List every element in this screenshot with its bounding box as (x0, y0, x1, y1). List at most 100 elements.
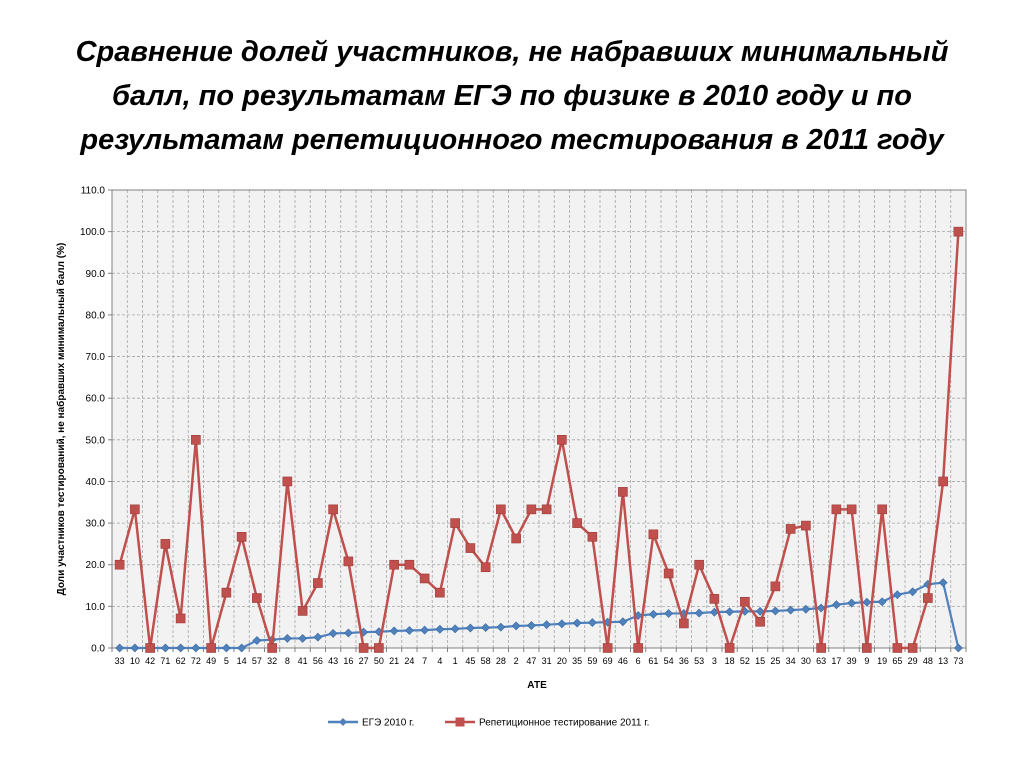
data-point (115, 643, 125, 653)
x-tick-label: 62 (176, 656, 186, 666)
data-point (572, 618, 582, 628)
data-point (587, 532, 598, 542)
data-point (389, 626, 399, 636)
data-point (237, 643, 247, 653)
data-point (648, 529, 659, 540)
data-point (755, 606, 765, 616)
y-tick-label: 30.0 (86, 519, 106, 530)
data-point (694, 559, 704, 570)
data-point (618, 487, 628, 497)
data-point (145, 643, 155, 653)
data-point (572, 518, 582, 528)
data-point (480, 562, 491, 573)
x-tick-label: 50 (374, 656, 384, 666)
x-tick-label: 10 (130, 656, 140, 666)
data-point (176, 643, 186, 653)
x-tick-label: 7 (422, 656, 427, 666)
x-tick-label: 5 (224, 656, 229, 666)
data-point (877, 597, 887, 607)
y-axis-title: Доли участников тестирований, не набравш… (55, 243, 67, 596)
x-tick-label: 43 (328, 656, 338, 666)
data-point (770, 581, 781, 592)
data-point (481, 623, 491, 633)
plot-background (112, 190, 966, 648)
x-tick-label: 28 (496, 656, 506, 666)
data-point (511, 533, 521, 544)
data-point (892, 643, 903, 653)
data-point (679, 618, 689, 629)
data-point (114, 559, 125, 570)
x-tick-label: 3 (712, 656, 717, 666)
data-point (221, 643, 231, 653)
x-tick-label: 1 (453, 656, 458, 666)
data-point (938, 578, 948, 588)
data-point (465, 543, 476, 553)
data-point (831, 600, 841, 610)
data-point (724, 643, 735, 653)
data-point (816, 603, 826, 613)
x-tick-label: 58 (481, 656, 491, 666)
data-point (419, 573, 430, 584)
data-point (816, 643, 826, 653)
data-point (343, 556, 354, 567)
data-point (664, 609, 674, 618)
x-tick-label: 2 (514, 656, 519, 666)
data-point (633, 643, 643, 653)
data-point (908, 587, 918, 597)
data-point (160, 539, 171, 549)
data-point (618, 617, 628, 627)
y-tick-label: 60.0 (86, 394, 106, 405)
x-tick-label: 46 (618, 656, 628, 666)
y-tick-label: 20.0 (86, 560, 106, 571)
x-tick-label: 9 (864, 656, 869, 666)
x-tick-label: 25 (770, 656, 780, 666)
x-tick-label: 54 (664, 656, 674, 666)
data-point (374, 643, 384, 653)
x-tick-label: 42 (145, 656, 155, 666)
y-tick-label: 90.0 (86, 269, 106, 280)
y-tick-label: 80.0 (86, 310, 106, 321)
data-point (648, 609, 658, 619)
x-tick-label: 33 (115, 656, 125, 666)
series-layer (114, 226, 964, 653)
data-point (420, 625, 430, 635)
data-point (282, 476, 293, 487)
y-axis-ticks: 0.0 10.0 20.0 30.0 40.0 50.0 60.0 70.0 80.0 90.0 1… (80, 186, 112, 655)
data-point (785, 524, 796, 534)
y-tick-label: 110.0 (81, 186, 106, 197)
data-point (298, 633, 308, 643)
x-tick-label: 27 (359, 656, 369, 666)
data-point (770, 606, 780, 616)
data-point (252, 636, 262, 645)
x-tick-label: 15 (755, 656, 765, 666)
data-point (694, 608, 704, 618)
x-tick-label: 65 (892, 656, 902, 666)
x-tick-label: 59 (587, 656, 597, 666)
x-tick-label: 17 (831, 656, 841, 666)
data-point (343, 628, 353, 638)
title-line-1: Сравнение долей участников, не набравших… (75, 36, 949, 68)
x-tick-label: 19 (877, 656, 887, 666)
y-tick-label: 70.0 (86, 352, 106, 363)
x-axis-ticks: 33 10 42 71 62 72 49 5 14 57 32 8 41 56 43 16 27 50 21 24 7 4… (111, 648, 967, 666)
legend-item-1: ЕГЭ 2010 г. (328, 718, 414, 729)
data-point (557, 435, 567, 445)
data-point (953, 643, 963, 653)
x-tick-label: 18 (725, 656, 735, 666)
x-tick-label: 8 (285, 656, 290, 666)
data-point (862, 597, 872, 607)
page-title: Сравнение долей участников, не набравших… (0, 30, 1024, 162)
data-point (450, 518, 460, 528)
data-point (877, 504, 887, 515)
data-point (725, 607, 735, 617)
data-point (236, 532, 247, 542)
data-point (496, 622, 506, 632)
legend-label: Репетиционное тестирование 2011 г. (479, 718, 649, 729)
x-tick-label: 47 (526, 656, 536, 666)
data-point (587, 618, 597, 628)
data-point (847, 598, 857, 608)
x-tick-label: 48 (923, 656, 933, 666)
data-point (831, 504, 842, 515)
data-point (557, 619, 567, 629)
